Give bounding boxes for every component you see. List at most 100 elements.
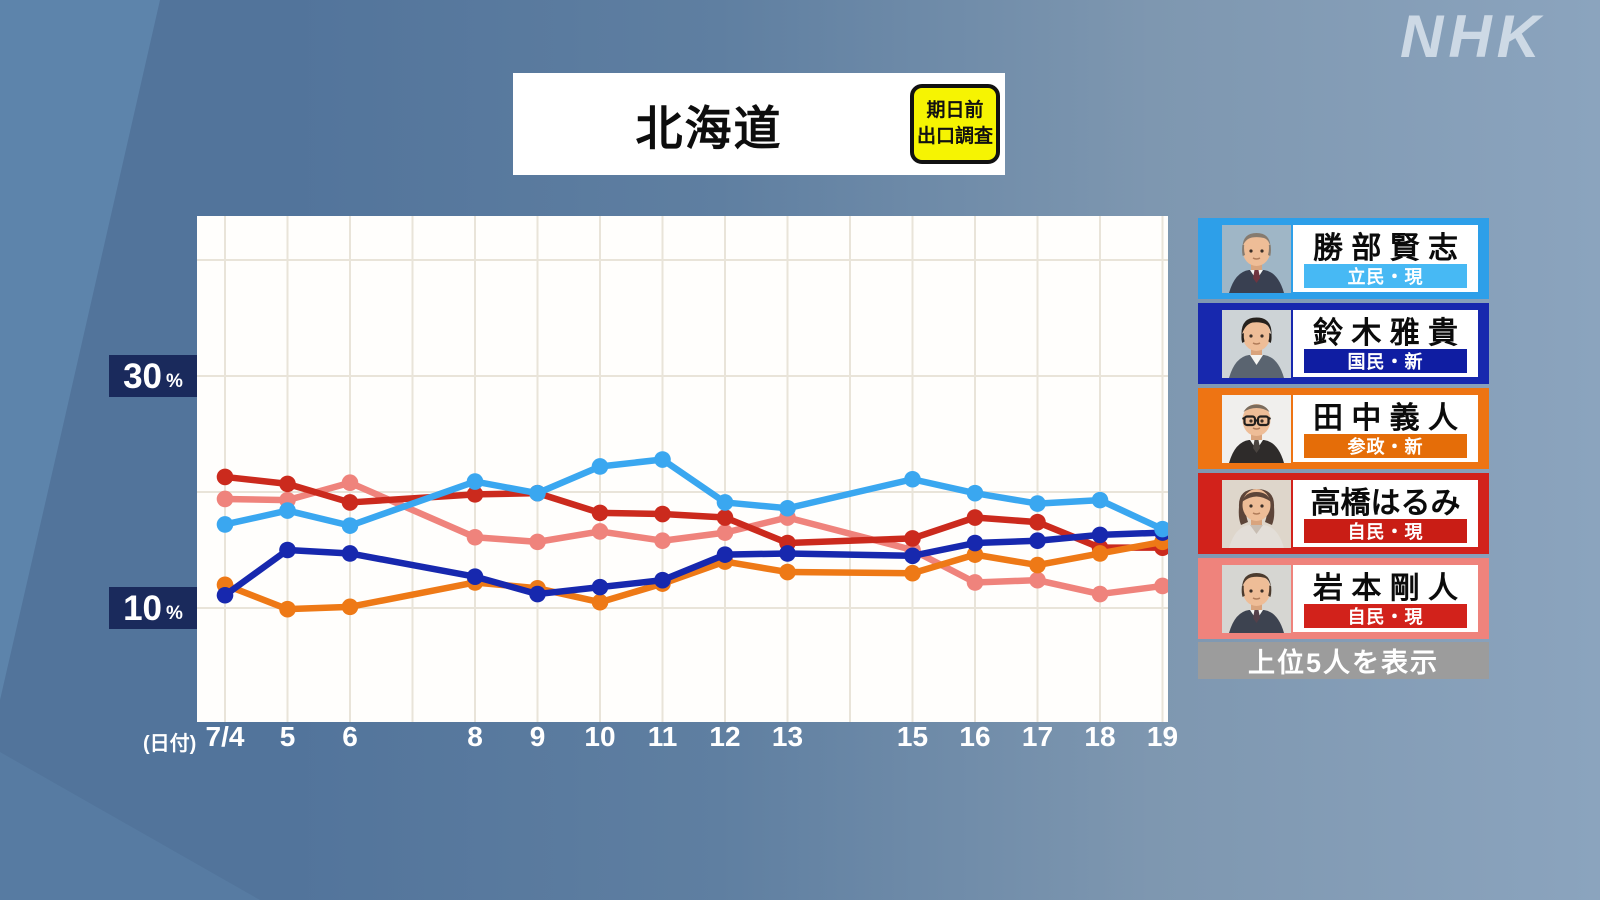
data-point — [904, 564, 921, 582]
data-point — [966, 574, 984, 591]
data-point — [341, 474, 359, 492]
x-tick-label: 13 — [771, 721, 804, 752]
candidate-legend-item: 高橋はるみ 自民・現 — [1198, 473, 1489, 554]
x-axis: (日付) 7/4 5 6 8 9 10 11 12 13 15 16 17 18 19 — [0, 721, 1600, 757]
series-line — [221, 529, 1166, 599]
data-point — [779, 563, 796, 581]
data-point — [466, 486, 484, 503]
data-point — [1154, 520, 1168, 538]
candidate-party-tag: 自民・現 — [1304, 519, 1467, 543]
data-point — [654, 532, 671, 550]
series-line — [221, 473, 1166, 551]
data-point — [216, 586, 234, 604]
data-point — [1029, 532, 1046, 550]
candidate-legend-item: 勝 部 賢 志 立民・現 — [1198, 218, 1489, 299]
data-point — [466, 568, 484, 585]
candidate-name: 勝 部 賢 志 — [1312, 232, 1458, 265]
candidate-party-tag: 参政・新 — [1304, 434, 1467, 458]
data-point — [216, 516, 234, 533]
x-tick-label: 19 — [1146, 721, 1179, 752]
y-tick-unit: % — [166, 603, 183, 624]
line-chart-plot-area — [197, 216, 1168, 722]
data-point — [341, 494, 359, 511]
data-point — [1029, 513, 1046, 531]
data-point — [966, 484, 984, 502]
data-point — [591, 458, 609, 475]
candidate-photo — [1222, 225, 1291, 293]
y-tick-unit: % — [166, 371, 183, 392]
data-point — [279, 541, 296, 559]
data-point — [1029, 571, 1046, 589]
candidate-party-tag: 自民・現 — [1304, 604, 1467, 628]
candidate-name-box: 岩 本 剛 人 自民・現 — [1293, 565, 1478, 632]
series-line — [221, 456, 1166, 533]
candidate-party-tag: 立民・現 — [1304, 264, 1467, 288]
y-tick-value: 30 — [123, 356, 163, 396]
candidate-photo — [1222, 480, 1291, 548]
data-point — [1091, 491, 1109, 509]
x-tick-label: 9 — [529, 721, 546, 752]
data-point — [1091, 526, 1109, 544]
data-point — [716, 494, 734, 511]
y-axis-tick-30: 30 % — [109, 355, 197, 397]
x-tick-label: 15 — [896, 721, 929, 752]
data-point — [654, 451, 671, 468]
series-田中義人 — [216, 533, 1168, 618]
candidate-photo — [1222, 395, 1291, 463]
data-point — [529, 533, 546, 551]
y-axis-tick-10: 10 % — [109, 587, 197, 629]
series-line — [221, 538, 1166, 613]
x-tick-label: 6 — [342, 721, 358, 752]
data-point — [466, 473, 484, 490]
x-tick-label: 16 — [959, 721, 991, 752]
badge-line-2: 出口調査 — [916, 126, 993, 147]
legend-footer-note: 上位5人を表示 — [1198, 642, 1489, 679]
data-point — [591, 578, 609, 596]
data-point — [966, 509, 984, 526]
candidate-name: 高橋はるみ — [1310, 487, 1461, 520]
data-point — [279, 600, 296, 618]
data-point — [341, 545, 359, 562]
candidate-name-box: 鈴 木 雅 貴 国民・新 — [1293, 310, 1478, 377]
data-point — [591, 593, 609, 611]
x-tick-label: 18 — [1084, 721, 1116, 752]
x-tick-label: 10 — [584, 721, 616, 752]
data-point — [654, 505, 671, 523]
data-point — [341, 598, 359, 616]
support-trend-line-chart — [197, 216, 1168, 722]
data-point — [904, 470, 921, 488]
candidate-photo — [1222, 565, 1291, 633]
candidate-legend-item: 岩 本 剛 人 自民・現 — [1198, 558, 1489, 639]
candidate-name: 鈴 木 雅 貴 — [1312, 317, 1458, 350]
nhk-logo: NHK — [1400, 3, 1545, 70]
data-point — [904, 547, 921, 565]
x-tick-label: 17 — [1021, 721, 1054, 752]
data-point — [1091, 585, 1109, 603]
x-tick-label: 7/4 — [205, 721, 245, 752]
candidate-name: 田 中 義 人 — [1312, 402, 1458, 435]
x-tick-label: 11 — [647, 721, 678, 752]
chart-gridlines — [197, 216, 1168, 722]
x-tick-label: 5 — [279, 721, 296, 752]
candidate-name-box: 田 中 義 人 参政・新 — [1293, 395, 1478, 462]
x-axis-heading: (日付) — [143, 733, 197, 755]
candidate-party-tag: 国民・新 — [1304, 349, 1467, 373]
page-title: 北海道 — [635, 101, 783, 155]
candidate-photo — [1222, 310, 1291, 378]
data-point — [779, 545, 796, 562]
candidate-name: 岩 本 剛 人 — [1312, 572, 1458, 605]
data-point — [529, 484, 546, 502]
candidate-name-box: 勝 部 賢 志 立民・現 — [1293, 225, 1478, 292]
data-point — [216, 468, 234, 486]
candidate-legend-item: 鈴 木 雅 貴 国民・新 — [1198, 303, 1489, 384]
series-line — [221, 479, 1166, 598]
data-point — [1029, 556, 1046, 574]
data-point — [716, 546, 734, 563]
candidate-name-box: 高橋はるみ 自民・現 — [1293, 480, 1478, 547]
badge-line-1: 期日前 — [926, 100, 984, 122]
data-point — [904, 530, 921, 547]
data-point — [279, 475, 296, 493]
x-tick-label: 8 — [467, 721, 483, 752]
data-point — [591, 523, 609, 540]
